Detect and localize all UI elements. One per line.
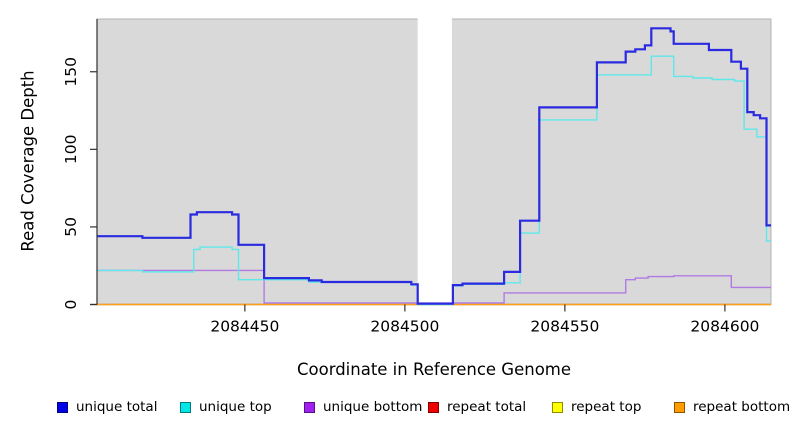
y-axis-title: Read Coverage Depth xyxy=(18,70,38,252)
y-tick-label: 150 xyxy=(62,57,80,87)
series-unique-total xyxy=(97,27,771,305)
coverage-gap-band xyxy=(417,18,452,305)
x-axis-title: Coordinate in Reference Genome xyxy=(296,360,572,379)
chart-layer: 2084450 2084500 2084550 2084600 0 50 100 150 xyxy=(62,18,772,336)
y-tick-label: 100 xyxy=(62,135,80,165)
series-unique-top xyxy=(97,55,771,306)
x-tick-label: 2084600 xyxy=(690,318,759,336)
x-tick-label: 2084550 xyxy=(530,318,599,336)
series-unique-bottom xyxy=(97,269,771,304)
x-tick-label: 2084500 xyxy=(370,318,439,336)
y-tick-label: 0 xyxy=(62,300,80,310)
x-tick-label: 2084450 xyxy=(210,318,279,336)
y-tick-label: 50 xyxy=(62,217,80,237)
